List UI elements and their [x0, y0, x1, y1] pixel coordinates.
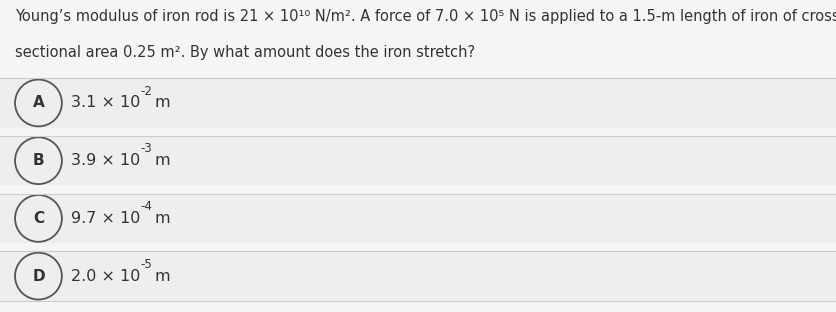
Text: m: m	[155, 95, 171, 110]
Text: m: m	[155, 211, 171, 226]
FancyBboxPatch shape	[0, 194, 836, 243]
FancyBboxPatch shape	[0, 78, 836, 128]
Text: 3.1 × 10: 3.1 × 10	[71, 95, 140, 110]
Text: m: m	[155, 269, 171, 284]
Text: m: m	[155, 153, 171, 168]
Text: Young’s modulus of iron rod is 21 × 10¹⁰ N/m². A force of 7.0 × 10⁵ N is applied: Young’s modulus of iron rod is 21 × 10¹⁰…	[15, 9, 836, 24]
Text: -3: -3	[140, 142, 152, 155]
Text: -4: -4	[140, 200, 152, 213]
Text: -5: -5	[140, 258, 152, 271]
Text: C: C	[33, 211, 44, 226]
Text: 9.7 × 10: 9.7 × 10	[71, 211, 140, 226]
Text: A: A	[33, 95, 44, 110]
Text: D: D	[32, 269, 45, 284]
Ellipse shape	[15, 195, 62, 242]
Text: B: B	[33, 153, 44, 168]
FancyBboxPatch shape	[0, 251, 836, 301]
Text: 3.9 × 10: 3.9 × 10	[71, 153, 140, 168]
Ellipse shape	[15, 253, 62, 300]
Text: sectional area 0.25 m². By what amount does the iron stretch?: sectional area 0.25 m². By what amount d…	[15, 45, 475, 60]
Text: -2: -2	[140, 85, 152, 98]
Ellipse shape	[15, 137, 62, 184]
Ellipse shape	[15, 80, 62, 126]
FancyBboxPatch shape	[0, 136, 836, 185]
Text: 2.0 × 10: 2.0 × 10	[71, 269, 140, 284]
